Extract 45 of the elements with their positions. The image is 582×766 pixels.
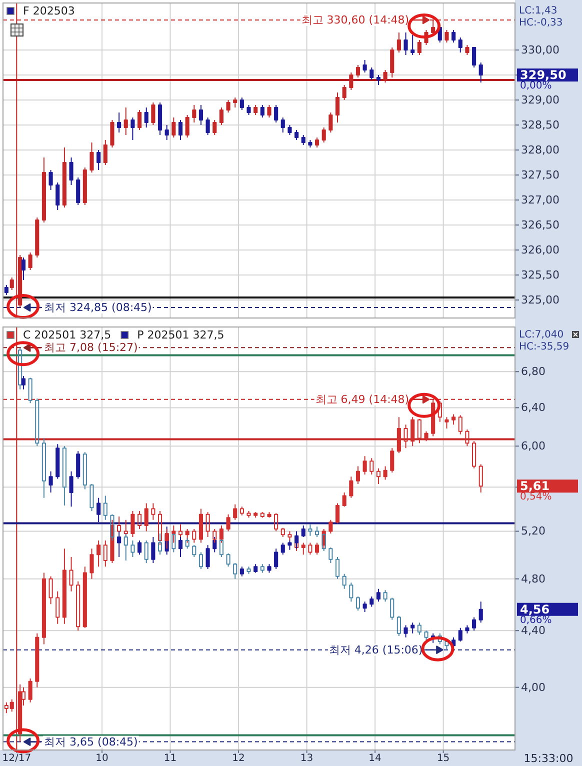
ref-line-label: 최저 324,85 (08:45) [44,301,152,314]
y-tick-label: 330,00 [521,44,560,56]
y-tick-label: 325,00 [521,294,560,306]
text: 0,54% [520,492,552,503]
y-tick-label: 4,80 [521,572,546,586]
text: 4,56 [520,602,550,616]
y-tick-label: 325,50 [521,268,560,282]
y-tick-label: 6,80 [521,365,546,378]
x-tick-label: 14 [368,753,382,764]
y-tick-label: 6,40 [521,401,546,414]
y-tick-label: 4,00 [521,680,546,694]
text: HC:-0,33 [519,18,563,28]
text: 0,66% [520,614,552,626]
y-tick-label: 6,00 [521,440,546,453]
x-tick-label: 15 [436,753,450,764]
text: 0,00% [520,80,552,92]
y-tick-label: 328,50 [521,118,560,132]
ref-line-label: 최고 6,49 (14:48) [315,392,410,406]
legend-label: C 202501 327,5 [23,328,112,342]
text: LC:1,43 [519,6,558,16]
ref-line-label: 최고 330,60 (14:48) [301,14,410,26]
x-tick-label: 12 [232,753,245,764]
legend-label: F 202503 [23,4,75,18]
y-tick-label: 327,50 [521,168,560,182]
y-tick-label: 4,40 [521,624,546,638]
text: LC:7,040 [519,330,564,340]
ref-line-label: 최고 7,08 (15:27) [44,341,138,354]
y-tick-label: 326,50 [521,218,560,232]
x-tick-label: 10 [96,753,108,764]
y-tick-label: 327,00 [521,194,560,206]
text: HC:-35,59 [519,342,570,352]
y-tick-label: 5,20 [521,524,546,538]
x-axis-title: 15:33:00 [524,752,574,765]
ref-line-label: 최저 3,65 (08:45) [44,735,138,748]
x-tick-label: 11 [164,753,177,764]
x-tick-label: 12/17 [2,753,32,764]
legend-label: P 202501 327,5 [137,328,224,342]
ref-line-label: 최저 4,26 (15:06) [328,643,423,656]
y-tick-label: 329,00 [521,94,560,106]
legend: F 202503 [6,4,75,18]
text: 329,50 [520,68,566,82]
y-tick-label: 328,00 [521,144,560,156]
x-tick-label: 13 [300,753,314,764]
y-tick-label: 326,00 [521,244,560,256]
text: 5,61 [520,479,550,494]
